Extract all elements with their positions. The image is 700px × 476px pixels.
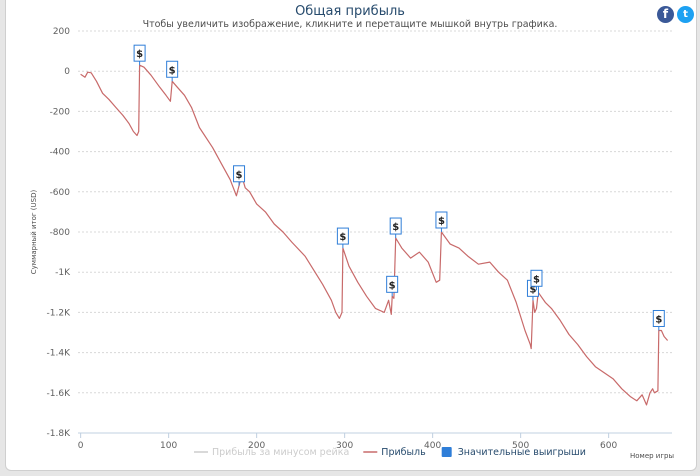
big-win-flag[interactable]: $ xyxy=(435,211,448,232)
y-tick-label: -800 xyxy=(50,228,71,238)
y-tick-label: -400 xyxy=(50,148,71,158)
y-axis-ticks: 200 0 -200 -400 -600 -800 -1K -1.2K -1.4K -1.6K -1… xyxy=(47,27,72,439)
x-tick-label: 100 xyxy=(160,441,177,451)
flag-label: $ xyxy=(136,49,143,60)
x-tick-label: 600 xyxy=(600,441,617,451)
flag-box xyxy=(435,211,448,229)
legend-label: Прибыль за минусом рейка xyxy=(212,447,349,458)
flag-box xyxy=(133,44,146,62)
legend[interactable]: Прибыль за минусом рейка Прибыль Значитель… xyxy=(194,447,586,458)
flag-box xyxy=(389,217,402,235)
flag-box xyxy=(166,60,179,78)
flag-label: $ xyxy=(389,280,396,291)
legend-item[interactable]: Прибыль за минусом рейка xyxy=(194,447,349,458)
flag-label: $ xyxy=(655,314,662,325)
series-group xyxy=(80,64,669,406)
flag-label: $ xyxy=(529,284,536,295)
y-tick-label: -1.6K xyxy=(47,389,72,399)
legend-label: Прибыль xyxy=(381,447,426,458)
flag-label: $ xyxy=(236,170,243,181)
big-win-flag[interactable]: $ xyxy=(652,309,665,331)
series-line-profit[interactable] xyxy=(80,64,669,406)
big-win-flag[interactable]: $ xyxy=(389,217,402,239)
legend-item[interactable]: Значительные выигрыши xyxy=(441,447,586,458)
grid-lines xyxy=(78,30,672,394)
x-tick-label: 0 xyxy=(78,441,84,451)
flag-label: $ xyxy=(169,65,176,76)
facebook-share-icon[interactable]: f xyxy=(657,6,674,23)
flag-label: $ xyxy=(533,274,540,285)
legend-label: Значительные выигрыши xyxy=(458,447,586,458)
y-tick-label: 0 xyxy=(64,67,70,77)
y-tick-label: -1.2K xyxy=(47,308,72,318)
big-win-flag[interactable]: $ xyxy=(386,275,399,297)
x-tick-label: 200 xyxy=(248,441,265,451)
chart-subtitle: Чтобы увеличить изображение, кликните и … xyxy=(142,19,558,30)
x-tick-label: 500 xyxy=(512,441,529,451)
x-tick-label: 400 xyxy=(424,441,441,451)
big-win-flag[interactable]: $ xyxy=(336,227,349,249)
x-tick-label: 300 xyxy=(336,441,353,451)
flag-box xyxy=(233,165,246,183)
x-axis-ticks: 0 100 200 300 400 500 600 xyxy=(78,433,617,451)
y-tick-label: -1.8K xyxy=(47,429,72,439)
big-win-flag[interactable]: $ xyxy=(166,60,179,82)
y-tick-label: -1.4K xyxy=(47,349,72,359)
flag-box xyxy=(530,269,543,287)
flag-box xyxy=(652,309,665,327)
flag-label: $ xyxy=(392,222,399,233)
twitter-share-icon[interactable]: t xyxy=(677,6,694,23)
flag-label: $ xyxy=(339,232,346,243)
y-tick-label: -600 xyxy=(50,188,71,198)
y-tick-label: 200 xyxy=(53,27,70,37)
flags-group: $$$$$$$$$$ xyxy=(133,44,665,331)
x-axis-label: Номер игры xyxy=(630,452,674,460)
flag-box xyxy=(386,275,399,293)
legend-symbol xyxy=(441,447,452,457)
big-win-flag[interactable]: $ xyxy=(133,44,146,66)
big-win-flag[interactable]: $ xyxy=(233,165,246,186)
big-win-flag[interactable]: $ xyxy=(530,269,543,291)
y-axis-label: Суммарный итог (USD) xyxy=(30,190,38,275)
legend-item[interactable]: Прибыль xyxy=(363,447,426,458)
flag-label: $ xyxy=(438,216,445,227)
chart-title: Общая прибыль xyxy=(295,4,405,19)
flag-box xyxy=(336,227,349,245)
y-tick-label: -1K xyxy=(55,268,71,278)
y-tick-label: -200 xyxy=(50,107,71,117)
